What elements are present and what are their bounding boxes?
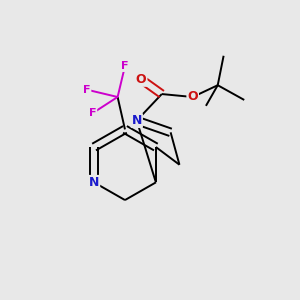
Text: F: F — [83, 85, 90, 94]
Text: F: F — [121, 61, 129, 71]
Text: O: O — [136, 73, 146, 86]
Text: N: N — [89, 176, 99, 189]
Text: N: N — [132, 114, 142, 127]
Text: O: O — [188, 91, 198, 103]
Text: F: F — [89, 108, 96, 118]
